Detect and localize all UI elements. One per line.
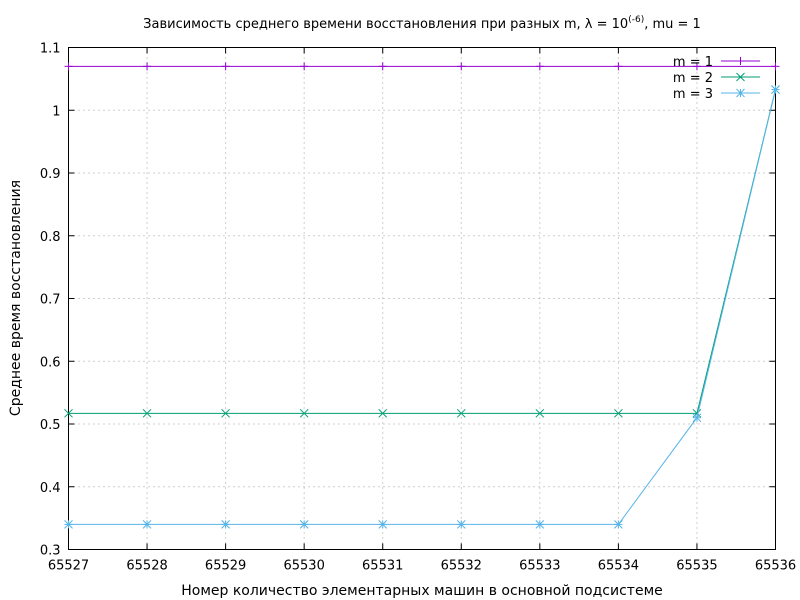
data-point [64,62,73,71]
y-tick-label: 0.7 [40,293,61,308]
legend-item: m = 1 [673,55,760,70]
data-point [300,62,309,71]
data-point [692,413,702,423]
x-tick-label: 65528 [126,559,167,574]
y-tick-label: 0.3 [40,544,61,559]
legend-swatch-marker [736,57,745,65]
y-tick-label: 1 [52,104,60,119]
data-point [456,408,466,418]
legend-label: m = 1 [673,55,713,70]
legend-item: m = 3 [673,87,760,102]
x-tick-label: 65534 [598,559,639,574]
y-tick-label: 0.9 [40,167,61,182]
x-axis-title: Номер количество элементарных машин в ос… [181,583,663,599]
x-tick-label: 65535 [676,559,717,574]
y-tick-label: 0.5 [40,418,61,433]
chart-title-tail: , mu = 1 [644,17,701,32]
grid [68,47,776,550]
x-tick-label: 65527 [48,559,89,574]
data-point [614,520,623,529]
data-point [64,520,73,529]
x-tick-label: 65532 [441,559,482,574]
x-tick-label: 65529 [205,559,246,574]
data-point [771,62,780,71]
chart-title: Зависимость среднего времени восстановле… [143,15,701,32]
data-point [221,408,230,418]
data-point [221,520,230,529]
data-point [692,62,701,71]
x-tick-label: 65530 [283,559,324,574]
y-tick-label: 0.8 [40,230,61,245]
y-tick-label: 0.6 [40,355,61,370]
chart-title-main: Зависимость среднего времени восстановле… [143,17,628,32]
x-tick-label: 65531 [362,559,403,574]
legend-item: m = 2 [673,71,760,86]
series-line [68,89,776,525]
data-point [143,62,152,71]
series-group [64,62,780,529]
data-point [64,408,73,418]
axis-ticks: 0.3 0.4 0.5 0.6 0.7 0.8 0.9 1 1.1 65527 65528 65529… [40,42,796,574]
legend-swatch-marker [736,88,745,98]
series-line [68,89,776,414]
data-point [299,408,309,418]
legend: m = 1m = 2m = 3 [673,55,760,102]
data-point [614,62,623,71]
y-axis-title: Среднее время восстановления [8,180,24,416]
data-point [142,408,152,418]
y-tick-label: 1.1 [40,42,61,57]
data-point [378,520,388,529]
legend-swatch-marker [736,72,745,82]
data-point [221,62,230,71]
y-tick-label: 0.4 [40,481,61,496]
series-2 [64,85,780,418]
data-point [457,62,466,71]
data-point [535,520,545,529]
series-3 [64,85,780,529]
data-point [378,62,387,71]
data-point [456,520,466,529]
data-point [614,408,623,418]
data-point [771,85,780,94]
data-point [142,520,152,529]
data-point [535,62,544,71]
series-1 [64,62,780,71]
chart-title-superscript: (-6) [628,15,644,25]
legend-label: m = 3 [673,87,713,102]
data-point [692,408,702,418]
legend-label: m = 2 [673,71,713,86]
data-point [299,520,309,529]
data-point [378,408,388,418]
x-tick-label: 65536 [755,559,796,574]
data-point [535,408,545,418]
x-tick-label: 65533 [519,559,560,574]
